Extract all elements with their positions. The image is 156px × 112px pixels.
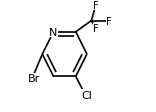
Text: F: F [93,1,99,11]
Text: F: F [93,24,99,34]
Text: N: N [49,27,58,37]
Text: Cl: Cl [81,90,92,100]
Text: Br: Br [28,73,40,83]
Text: F: F [106,16,112,26]
